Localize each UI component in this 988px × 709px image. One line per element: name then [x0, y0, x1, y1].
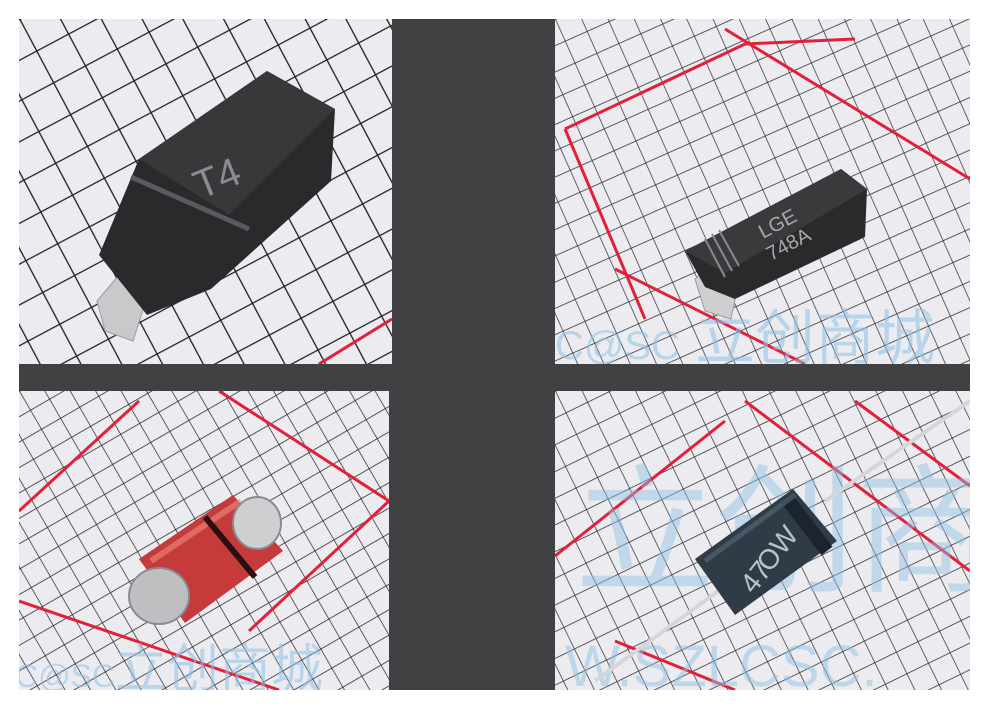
diode-body — [695, 489, 837, 615]
photo-sma-diode: C@SC 立创商城 LGE 748A — [555, 19, 970, 364]
watermark: C@SC — [555, 324, 680, 364]
diode-body — [128, 495, 283, 625]
product-photo-collage: T4 C@SC 立创商城 LGE 748A — [19, 19, 970, 690]
diode-body — [685, 169, 867, 299]
end-cap — [128, 567, 190, 625]
watermark: W.SZLCSC. — [565, 634, 878, 690]
watermark: 立创商城 — [695, 305, 935, 364]
end-cap — [232, 496, 282, 550]
photo-sod123-diode: T4 — [19, 19, 392, 364]
diode-lead — [593, 399, 970, 683]
photo-minimelf-diode: C@SC 立创商城 — [19, 391, 389, 690]
diode-body — [99, 71, 335, 315]
photo-axial-diode: 立创商城 W.SZLCSC. OW 47 — [555, 391, 970, 690]
watermark: 立创商城 — [115, 641, 323, 690]
watermark: C@SC — [19, 658, 115, 690]
